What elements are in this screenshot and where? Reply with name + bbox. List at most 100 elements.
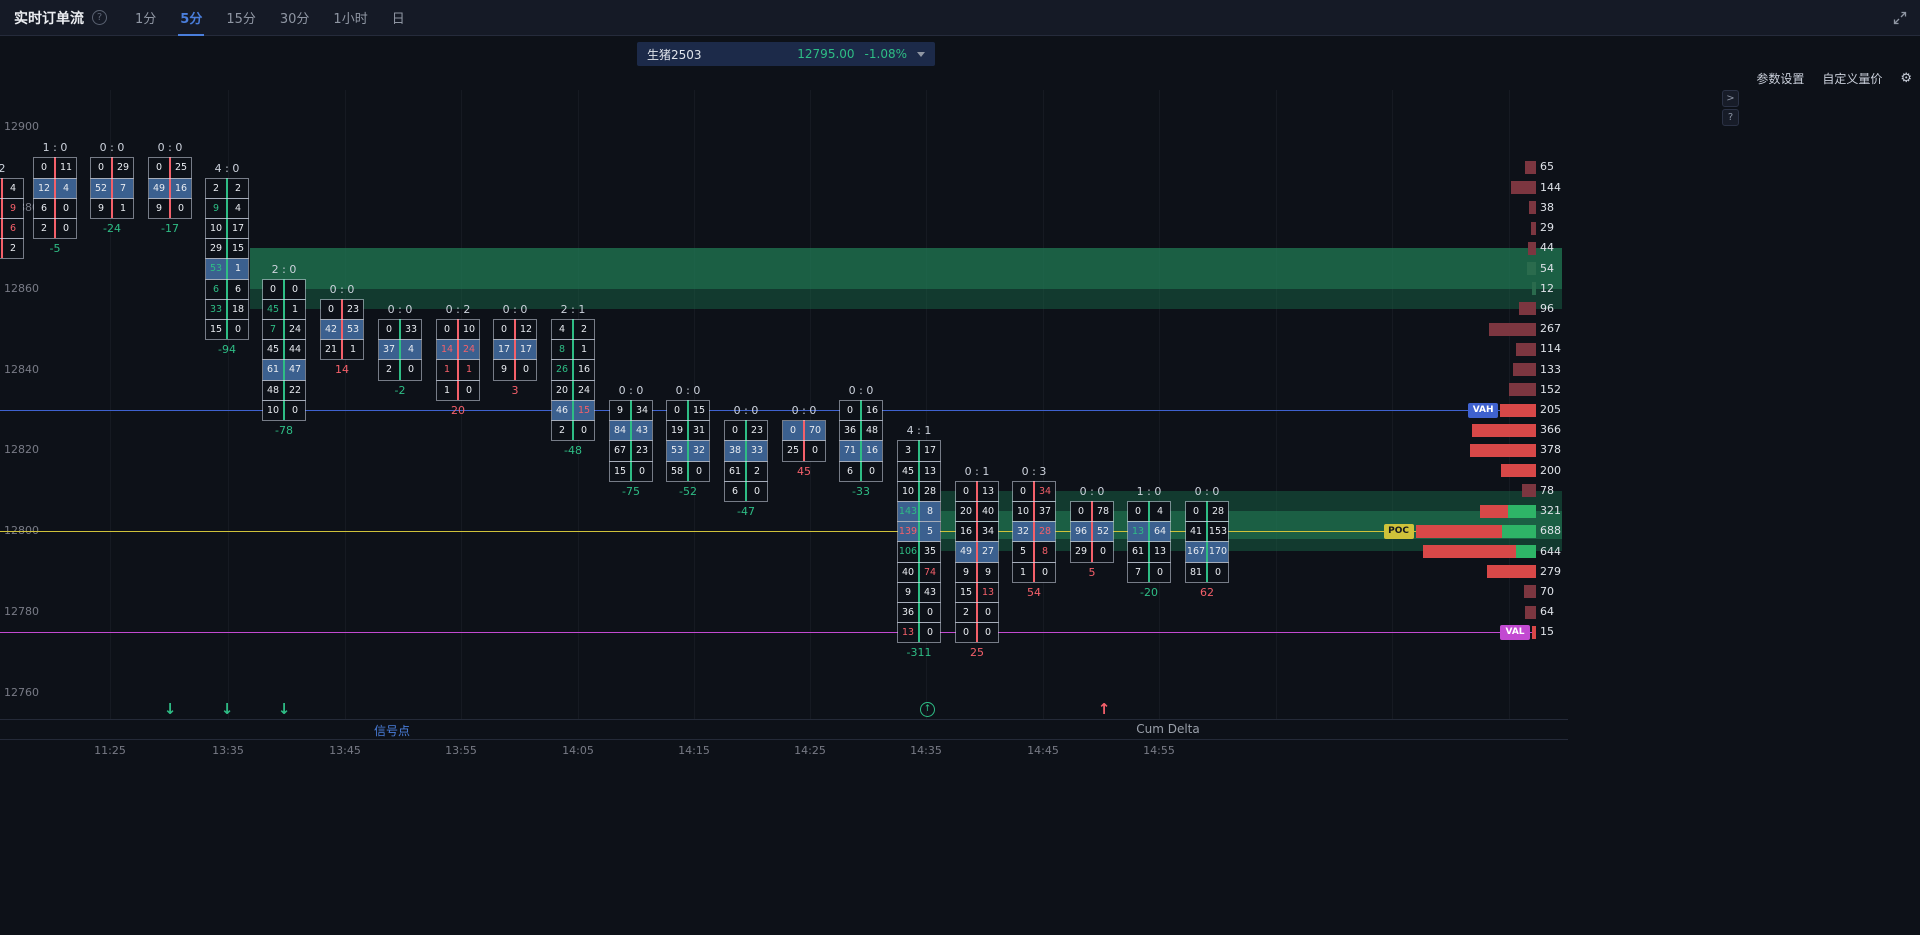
symbol-price: 12795.00 <box>797 47 855 61</box>
profile-bar-segment <box>1479 504 1508 518</box>
delta-label: 5 <box>1088 565 1096 579</box>
cell-ask-volume: 11 <box>56 158 76 178</box>
profile-bar-segment <box>1524 605 1536 619</box>
time-axis-label: 13:55 <box>445 744 477 757</box>
cell-ask-volume: 6 <box>3 218 23 239</box>
profile-volume-label: 114 <box>1540 342 1561 356</box>
chart-help-button[interactable]: ? <box>1722 109 1739 126</box>
cell-bid-volume: 67 <box>610 441 630 461</box>
cell-ask-volume: 10 <box>459 320 479 340</box>
timeframe-tab-日[interactable]: 日 <box>391 12 405 27</box>
imbalance-header: 0 : 0 <box>329 282 355 296</box>
footprint-cell: 139 5 <box>897 521 941 543</box>
cell-bid-volume: 2 <box>34 218 54 239</box>
footprint-cell: 49 16 <box>148 177 192 199</box>
footprint-cell: 10 17 <box>205 217 249 240</box>
gear-icon[interactable]: ⚙ <box>1900 71 1912 86</box>
collapse-panel-button[interactable]: > <box>1722 90 1739 107</box>
cell-bid-volume: 41 <box>1186 522 1206 542</box>
candle-line <box>514 319 516 380</box>
footprint-cell: 0 25 <box>148 157 192 179</box>
delta-label: -20 <box>1140 585 1158 599</box>
footprint-cell: 17 17 <box>493 339 537 361</box>
profile-bar-segment <box>1423 545 1516 558</box>
imbalance-header: 0 : 0 <box>1194 484 1220 498</box>
profile-volume-label: 152 <box>1540 382 1561 396</box>
symbol-selector[interactable]: 生猪2503 12795.00 -1.08% <box>637 42 935 66</box>
footprint-cell: 0 23 <box>320 298 364 321</box>
footprint-cell: 61 13 <box>1127 541 1171 563</box>
cell-bid-volume: 49 <box>956 542 976 562</box>
footprint-cell: 84 43 <box>609 420 653 442</box>
footprint-cell: 0 28 <box>1185 500 1229 523</box>
timeframe-tab-30分[interactable]: 30分 <box>279 12 310 27</box>
footprint-cell: 20 24 <box>551 379 595 401</box>
cell-bid-volume: 33 <box>206 299 226 320</box>
cell-bid-volume <box>0 178 1 198</box>
time-axis-label: 14:25 <box>794 744 826 757</box>
cell-bid-volume: 29 <box>206 239 226 259</box>
profile-volume-label: 96 <box>1540 301 1554 315</box>
page-title: 实时订单流 <box>14 10 84 27</box>
delta-label: -2 <box>394 383 406 397</box>
imbalance-header: 0 : 0 <box>157 141 183 155</box>
cell-ask-volume: 13 <box>1150 542 1170 562</box>
cell-ask-volume: 28 <box>1208 501 1228 522</box>
cell-bid-volume: 84 <box>610 421 630 441</box>
cell-ask-volume: 13 <box>920 461 940 481</box>
cell-bid-volume: 37 <box>379 340 399 360</box>
footprint-cell: 143 8 <box>897 500 941 523</box>
cell-bid-volume: 9 <box>956 562 976 582</box>
candle-line <box>1033 480 1035 582</box>
footprint-cell: 0 34 <box>1012 480 1056 502</box>
timeframe-tab-15分[interactable]: 15分 <box>226 12 256 27</box>
imbalance-header: 0 : 0 <box>791 404 817 418</box>
cell-bid-volume: 139 <box>898 522 918 542</box>
cell-bid-volume: 2 <box>956 603 976 623</box>
cell-bid-volume: 0 <box>379 320 399 340</box>
imbalance-header: 0 : 0 <box>848 383 874 397</box>
timeframe-tab-1小时[interactable]: 1小时 <box>333 12 368 27</box>
profile-bar-segment <box>1415 524 1503 538</box>
timeframe-tab-5分[interactable]: 5分 <box>168 0 214 36</box>
footprint-cell: 9 43 <box>897 581 941 604</box>
cell-ask-volume: 12 <box>516 320 536 340</box>
cell-ask-volume: 1 <box>228 259 248 279</box>
gridline <box>1276 90 1277 719</box>
cell-ask-volume: 8 <box>920 501 940 522</box>
signal-arrow-up: ↑ <box>1097 700 1111 718</box>
cell-ask-volume: 0 <box>978 623 998 643</box>
cell-bid-volume: 1 <box>437 380 457 400</box>
cell-bid-volume: 13 <box>1128 522 1148 542</box>
imbalance-header: 2 : 0 <box>271 262 297 276</box>
custom-volume-price-button[interactable]: 自定义量价 <box>1822 72 1883 86</box>
expand-icon[interactable] <box>1892 10 1908 26</box>
signal-circle-up-icon: ↑ <box>920 702 935 717</box>
cell-bid-volume: 45 <box>263 340 283 360</box>
help-icon[interactable]: ? <box>92 10 107 25</box>
timeframe-tab-1分[interactable]: 1分 <box>135 12 157 27</box>
cell-ask-volume: 16 <box>862 441 882 461</box>
cell-bid-volume: 58 <box>667 461 687 481</box>
cell-bid-volume: 0 <box>956 623 976 643</box>
cell-bid-volume: 0 <box>437 320 457 340</box>
time-axis-label: 13:35 <box>212 744 244 757</box>
cell-bid-volume: 143 <box>898 501 918 522</box>
imbalance-header: 2 : 1 <box>560 303 586 317</box>
symbol-name: 生猪2503 <box>647 47 702 62</box>
cell-bid-volume: 10 <box>898 481 918 501</box>
cum-delta-pane-label[interactable]: Cum Delta <box>1136 722 1200 736</box>
cell-ask-volume: 0 <box>862 461 882 481</box>
imbalance-header: 0 : 0 <box>502 303 528 317</box>
cell-ask-volume: 29 <box>113 158 133 178</box>
signal-pane-label[interactable]: 信号点 <box>373 724 410 738</box>
param-settings-button[interactable]: 参数设置 <box>1756 72 1805 86</box>
footprint-cell: 0 13 <box>955 480 999 502</box>
profile-volume-label: 205 <box>1540 403 1561 416</box>
